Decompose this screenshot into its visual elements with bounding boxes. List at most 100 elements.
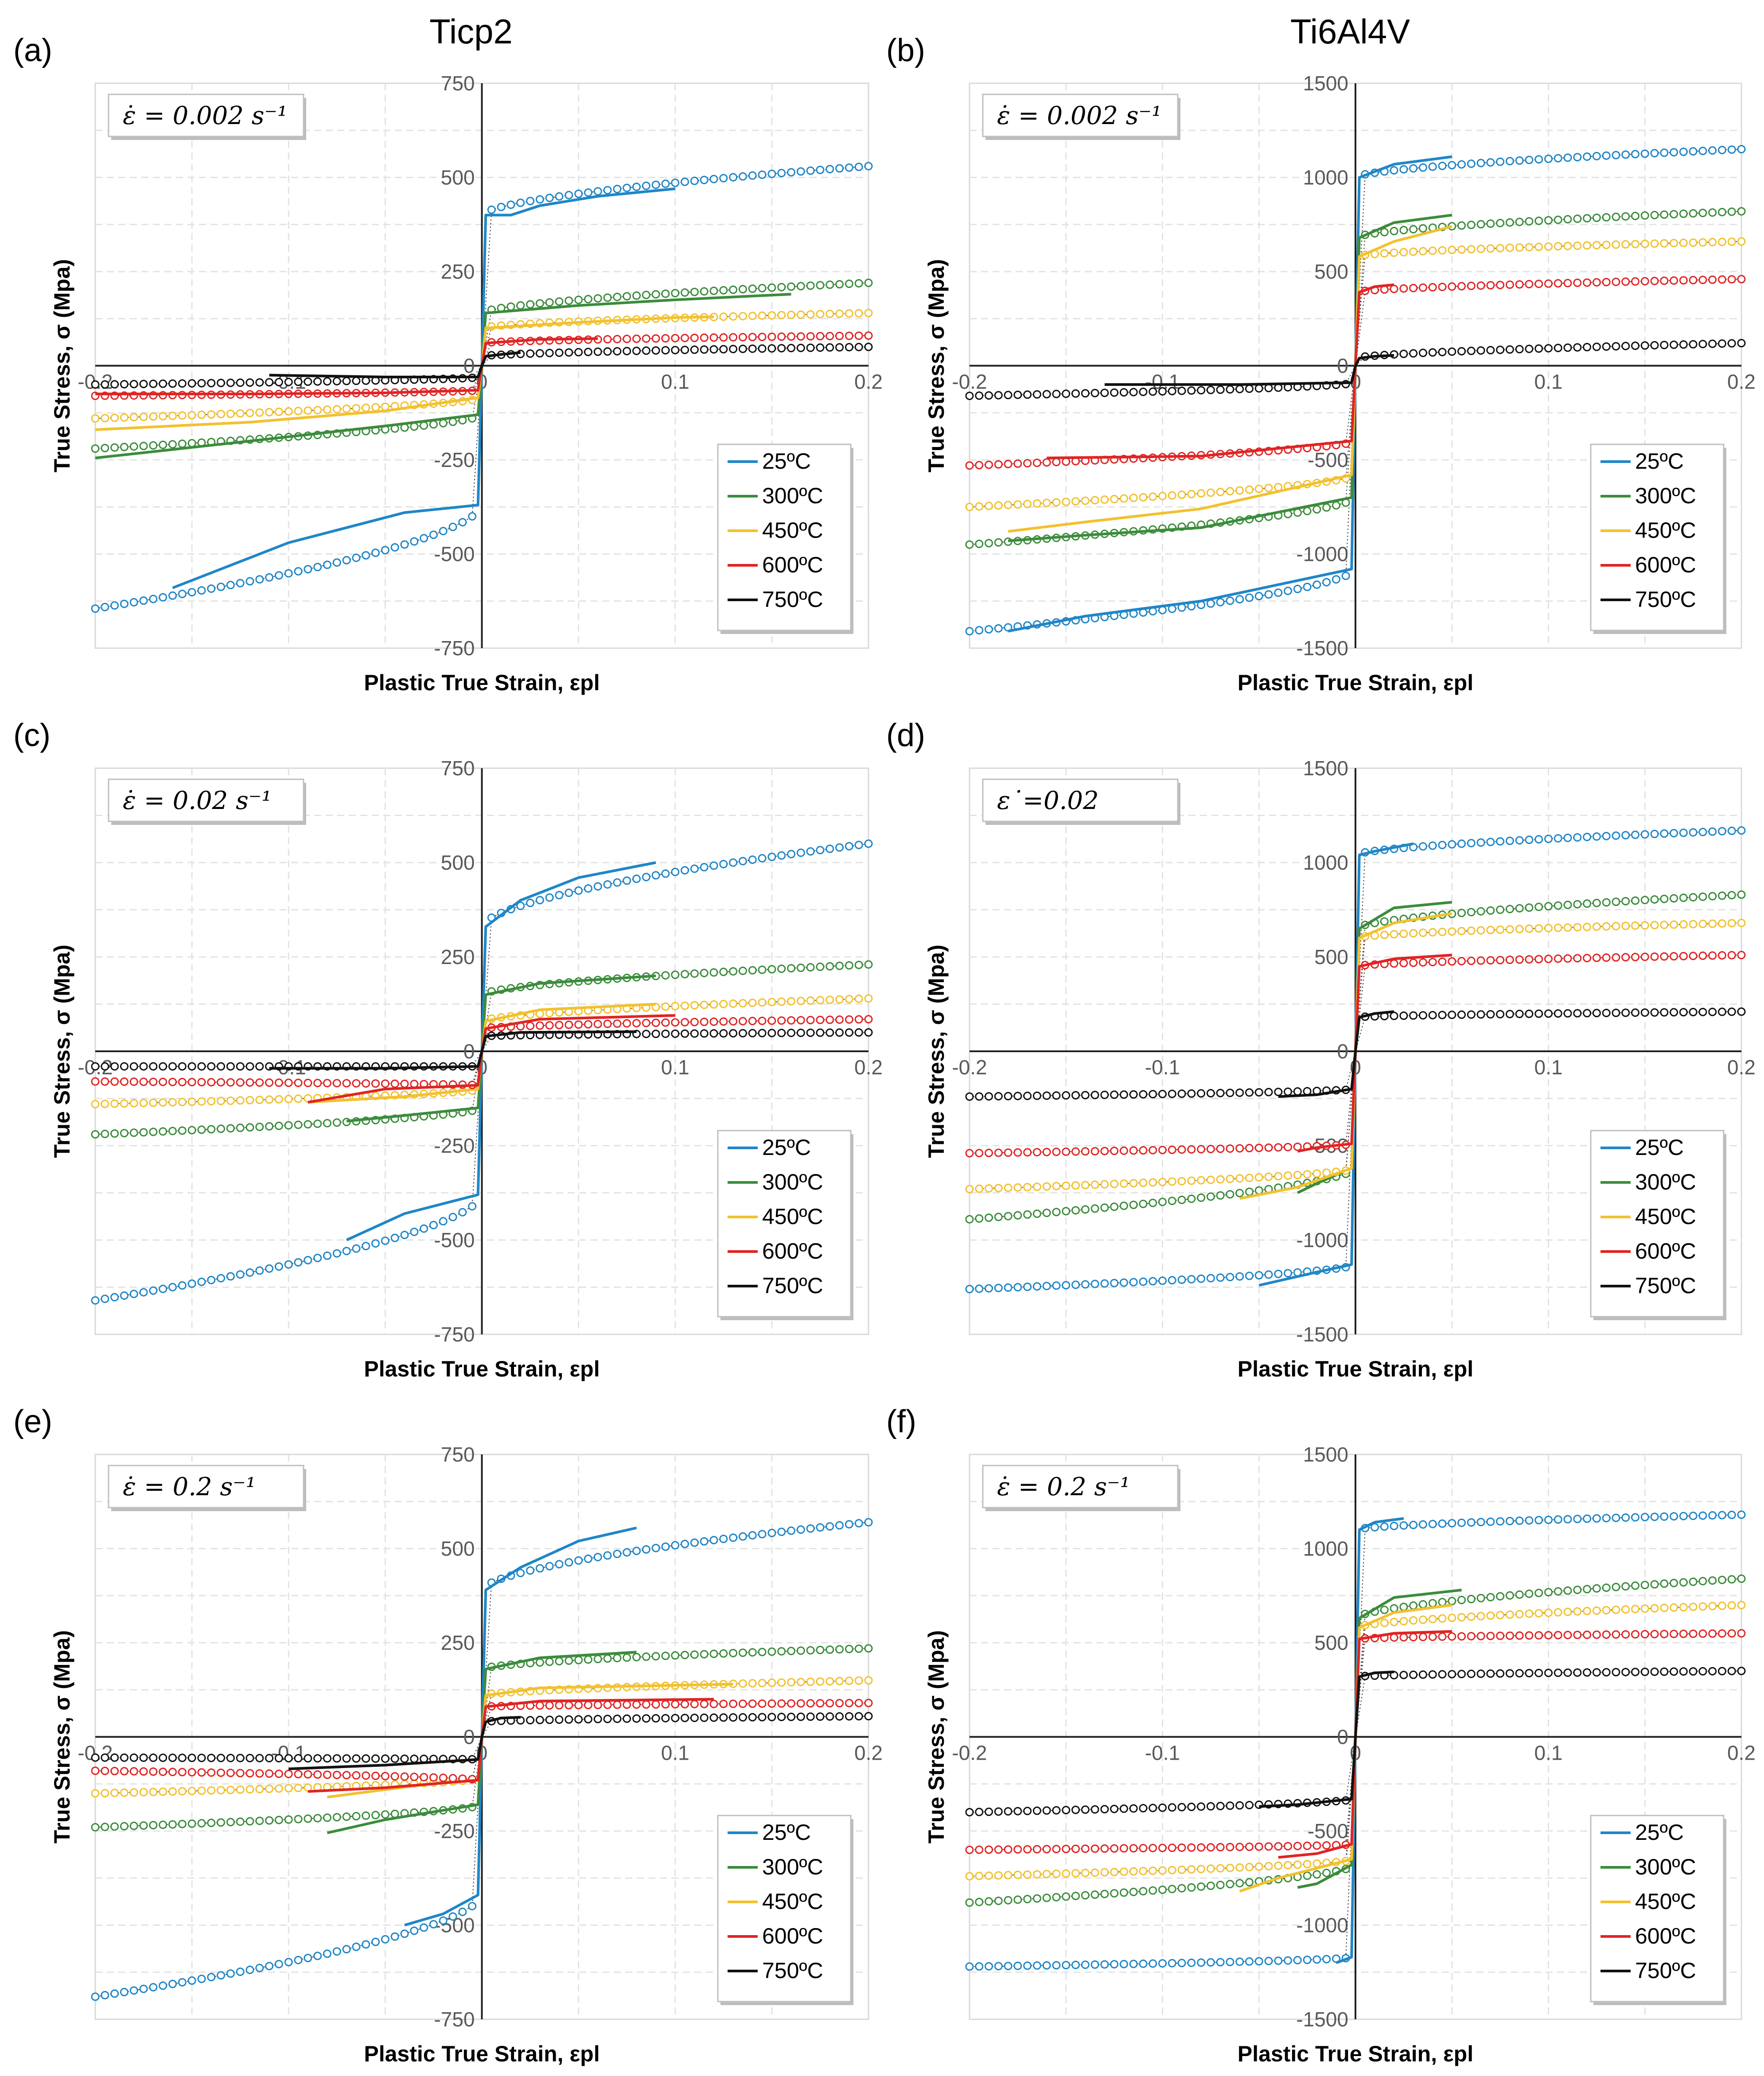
- experimental-point: [410, 1773, 419, 1781]
- experimental-point: [1602, 1606, 1611, 1615]
- experimental-point: [1467, 1612, 1476, 1621]
- experimental-point: [1332, 501, 1340, 510]
- experimental-point: [1332, 575, 1340, 584]
- experimental-point: [323, 405, 331, 414]
- experimental-point: [555, 1657, 564, 1666]
- series-600C: [91, 331, 873, 400]
- experimental-point: [226, 1096, 235, 1105]
- experimental-point: [1486, 219, 1495, 228]
- experimental-point: [1496, 244, 1505, 253]
- experimental-point: [1650, 1604, 1659, 1613]
- series-300C: [91, 279, 873, 459]
- experimental-point: [1438, 1670, 1447, 1679]
- experimental-point: [758, 1679, 767, 1687]
- legend-entry: 600ºC: [1635, 1239, 1696, 1263]
- experimental-point: [1187, 1843, 1196, 1852]
- experimental-point: [835, 164, 844, 173]
- experimental-point: [1679, 1578, 1688, 1587]
- experimental-point: [1505, 243, 1514, 252]
- experimental-point: [236, 1769, 245, 1777]
- experimental-point: [371, 1079, 380, 1088]
- experimental-point: [1235, 1843, 1244, 1851]
- experimental-point: [1399, 225, 1408, 234]
- experimental-point: [1573, 153, 1582, 162]
- experimental-point: [1554, 1515, 1562, 1524]
- experimental-point: [1717, 1575, 1726, 1584]
- y-tick-label: -1000: [1296, 1914, 1348, 1937]
- experimental-point: [1708, 951, 1717, 960]
- experimental-point: [1592, 898, 1601, 907]
- experimental-point: [719, 333, 728, 342]
- experimental-point: [1322, 503, 1331, 512]
- experimental-point: [1004, 1092, 1012, 1100]
- simulation-line: [480, 1030, 637, 1052]
- experimental-point: [1139, 493, 1148, 502]
- experimental-point: [1409, 958, 1418, 967]
- experimental-point: [390, 543, 399, 552]
- experimental-point: [1448, 1597, 1456, 1606]
- experimental-point: [816, 281, 825, 290]
- experimental-point: [835, 343, 844, 352]
- experimental-point: [1525, 243, 1534, 252]
- experimental-point: [1448, 161, 1456, 170]
- experimental-point: [1476, 907, 1485, 916]
- experimental-point: [236, 1096, 245, 1105]
- experimental-point: [159, 440, 167, 449]
- experimental-point: [845, 995, 853, 1003]
- experimental-point: [661, 971, 670, 980]
- experimental-point: [632, 334, 641, 343]
- experimental-point: [1544, 1668, 1553, 1677]
- simulation-line: [308, 1051, 483, 1104]
- experimental-point: [1071, 1206, 1080, 1215]
- experimental-point: [274, 1816, 283, 1824]
- experimental-point: [255, 1266, 264, 1275]
- experimental-point: [236, 1062, 245, 1071]
- experimental-point: [816, 996, 825, 1005]
- experimental-point: [352, 1771, 361, 1780]
- experimental-point: [1284, 587, 1293, 595]
- experimental-point: [1737, 826, 1746, 835]
- experimental-point: [623, 1548, 631, 1557]
- experimental-point: [545, 1701, 554, 1710]
- experimental-point: [1032, 1148, 1041, 1157]
- experimental-point: [1390, 166, 1398, 175]
- experimental-point: [738, 1699, 747, 1708]
- experimental-point: [139, 1984, 148, 1993]
- experimental-point: [1505, 157, 1514, 166]
- experimental-point: [245, 1062, 254, 1071]
- experimental-point: [1158, 492, 1167, 501]
- experimental-point: [448, 1213, 457, 1221]
- experimental-point: [390, 1079, 399, 1088]
- experimental-point: [1110, 1844, 1119, 1853]
- experimental-point: [1708, 827, 1717, 836]
- experimental-point: [748, 966, 757, 975]
- experimental-point: [1303, 1860, 1312, 1869]
- experimental-point: [1071, 1091, 1080, 1100]
- experimental-point: [1052, 1281, 1061, 1290]
- experimental-point: [1090, 1844, 1099, 1853]
- experimental-point: [787, 344, 795, 353]
- experimental-point: [1062, 1147, 1071, 1156]
- legend-entry: 450ºC: [1635, 1889, 1696, 1914]
- experimental-point: [168, 1820, 177, 1829]
- experimental-point: [651, 334, 660, 343]
- experimental-point: [1399, 284, 1408, 293]
- experimental-point: [1515, 1516, 1524, 1525]
- experimental-point: [1187, 386, 1196, 395]
- experimental-point: [1525, 1669, 1534, 1678]
- experimental-point: [429, 530, 438, 539]
- experimental-point: [226, 581, 235, 590]
- simulation-line: [1354, 1670, 1394, 1737]
- experimental-point: [555, 1701, 564, 1710]
- experimental-point: [1254, 1862, 1263, 1871]
- experimental-point: [1708, 208, 1717, 217]
- y-tick-label: -250: [434, 1819, 475, 1843]
- experimental-point: [1216, 1175, 1225, 1184]
- experimental-point: [729, 967, 738, 976]
- experimental-point: [313, 1079, 322, 1088]
- experimental-point: [217, 1062, 226, 1071]
- experimental-point: [362, 1242, 370, 1251]
- experimental-point: [1052, 1893, 1061, 1901]
